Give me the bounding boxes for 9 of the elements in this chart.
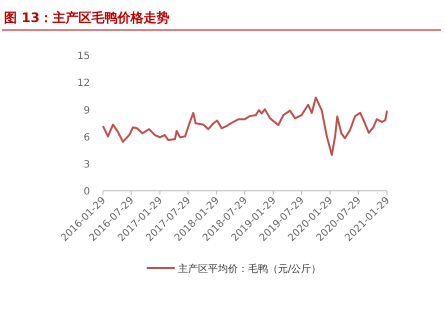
y-tick-label: 6 <box>84 132 90 144</box>
y-tick-label: 9 <box>84 105 90 116</box>
y-tick-label: 12 <box>77 78 90 90</box>
legend-label: 主产区平均价：毛鸭（元/公斤） <box>178 263 322 275</box>
y-tick-label: 0 <box>84 186 90 198</box>
y-tick-label: 15 <box>77 51 90 62</box>
y-tick-label: 3 <box>84 160 90 171</box>
chart-title: 图 13：主产区毛鸭价格走势 <box>4 10 170 26</box>
line-series <box>102 96 388 156</box>
